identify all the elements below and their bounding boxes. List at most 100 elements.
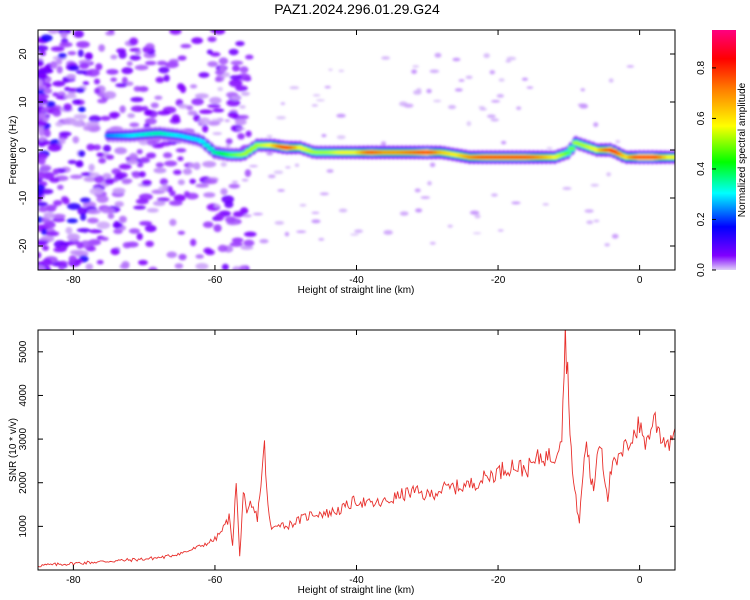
spectrogram-noise-cell <box>195 183 210 188</box>
spectrogram-noise-cell <box>542 203 549 206</box>
spectrogram-noise-cell <box>44 129 51 138</box>
spectrogram-noise-cell <box>136 232 143 241</box>
spectrogram-noise-cell <box>102 144 112 153</box>
spectrogram-noise-cell <box>315 99 325 102</box>
colorbar-gradient <box>712 30 736 270</box>
spectrogram-noise-cell <box>516 106 522 111</box>
spectrogram-noise-cell <box>213 30 226 35</box>
spectrogram-noise-cell <box>110 77 117 82</box>
spectrogram-noise-cell <box>144 60 157 66</box>
spectrogram-noise-cell <box>214 203 220 208</box>
spectrogram-noise-cell <box>501 140 507 145</box>
snr-y-tick-label: 3000 <box>18 428 29 451</box>
spectrogram-noise-cell <box>311 219 321 224</box>
spectrogram-noise-cell <box>220 162 227 167</box>
spectrogram-noise-cell <box>207 120 221 126</box>
spectrogram-noise-cell <box>626 65 635 68</box>
spectrogram-noise-cell <box>70 249 84 255</box>
spectrogram-noise-cell <box>276 116 286 120</box>
spectrogram-noise-cell <box>76 228 91 233</box>
spectrogram-noise-cell <box>146 207 159 213</box>
spectrogram-noise-cell <box>221 263 229 270</box>
spectrogram-noise-cell <box>38 68 53 74</box>
spectrogram-x-ticks: -80 -60 -40 -20 0 <box>66 30 643 286</box>
spectrogram-noise-cell <box>110 54 118 60</box>
spectrogram-noise-cell <box>426 88 432 94</box>
spectrogram-noise-cell <box>230 124 243 132</box>
spectrogram-noise-cell <box>38 99 49 104</box>
spectrogram-noise-cell <box>114 147 127 155</box>
spectrogram-noise-cell <box>94 175 105 184</box>
spectrogram-noise-cell <box>249 164 258 168</box>
spectrogram-noise-cell <box>212 132 223 135</box>
spectrogram-noise-cell <box>162 152 173 159</box>
spectrogram-noise-cell <box>136 162 144 168</box>
spectrogram-noise-cell <box>98 157 107 164</box>
spectrogram-noise-cell <box>52 168 59 176</box>
spectrogram-noise-cell <box>174 263 184 269</box>
spectrogram-noise-cell <box>277 189 285 192</box>
spectrogram-noise-cell <box>56 65 63 74</box>
spectrogram-noise-cell <box>39 164 52 172</box>
spectrogram-noise-cell <box>76 41 90 49</box>
spectrogram-noise-cell <box>511 201 521 205</box>
spectrogram-noise-cell <box>593 219 600 223</box>
spectrogram-noise-cell <box>243 231 257 237</box>
spectrogram-noise-cell <box>121 67 134 75</box>
spectrogram-noise-cell <box>490 118 499 122</box>
spectrogram-noise-cell <box>230 95 242 101</box>
spectrogram-noise-cell <box>118 163 132 170</box>
spectrogram-noise-cell <box>195 254 204 259</box>
spectrogram-noise-cell <box>319 192 329 196</box>
spectrogram-noise-cell <box>577 103 588 107</box>
snr-x-tick-label: -60 <box>208 575 223 586</box>
spectrogram-noise-cell <box>191 98 204 106</box>
spectrogram-noise-cell <box>472 232 482 235</box>
spectrogram-noise-cell <box>83 176 97 182</box>
spectrogram-noise-cell <box>225 143 231 149</box>
spectrogram-noise-cell <box>235 41 245 47</box>
spectrogram-noise-cell <box>129 54 141 61</box>
spectrogram-noise-cell <box>526 86 534 89</box>
spectrogram-noise-cell <box>59 41 73 48</box>
spectrogram-noise-cell <box>131 171 141 179</box>
spectrogram-noise-cell <box>58 260 68 267</box>
spectrogram-noise-cell <box>241 91 250 96</box>
spectrogram-noise-cell <box>78 106 86 113</box>
spectrogram-noise-cell <box>231 237 244 243</box>
spectrogram-noise-cell <box>144 117 157 125</box>
spectrogram-noise-cell <box>113 228 123 234</box>
spectrogram-noise-cell <box>169 218 177 227</box>
spectrogram-noise-cell <box>231 180 239 183</box>
spectrogram-noise-cell <box>266 134 273 138</box>
spectrogram-noise-cell <box>133 205 147 210</box>
spectrogram-noise-cell <box>252 212 263 216</box>
spectrogram-noise-cell <box>52 80 66 87</box>
snr-x-label: Height of straight line (km) <box>298 585 415 596</box>
spectrogram-noise-cell <box>38 206 48 213</box>
spectrogram-y-ticks: 20 10 0 -10 -20 <box>18 48 675 253</box>
spectrogram-noise-cell <box>57 184 64 190</box>
spectrogram-noise-cell <box>173 194 186 202</box>
spectrogram-noise-cell <box>144 224 157 233</box>
spectrogram-noise-cell <box>380 141 387 147</box>
spectrogram-noise-cell <box>138 259 148 266</box>
spectrogram-noise-cell <box>80 213 87 221</box>
spectrogram-noise-cell <box>52 109 62 117</box>
spectrogram-noise-cell <box>96 259 104 265</box>
spectrogram-noise-cell <box>67 203 81 210</box>
spectrogram-noise-cell <box>228 79 243 88</box>
spectrogram-noise-cell <box>58 138 66 145</box>
spectrogram-noise-cell <box>126 159 140 165</box>
spectrogram-ridge-cell <box>244 149 253 153</box>
spectrogram-noise-cell <box>45 204 58 210</box>
spectrogram-noise-cell <box>87 209 101 215</box>
spectrogram-noise-cell <box>75 70 87 75</box>
spectrogram-noise-cell <box>590 183 599 187</box>
spectrogram-noise-cell <box>242 214 252 218</box>
spectrogram-noise-cell <box>415 208 423 213</box>
spectrogram-noise-cell <box>434 52 442 58</box>
snr-y-label: SNR (10 * v/v) <box>8 418 19 482</box>
spectrogram-noise-cell <box>489 70 496 75</box>
spectrogram-noise-cell <box>157 110 171 116</box>
